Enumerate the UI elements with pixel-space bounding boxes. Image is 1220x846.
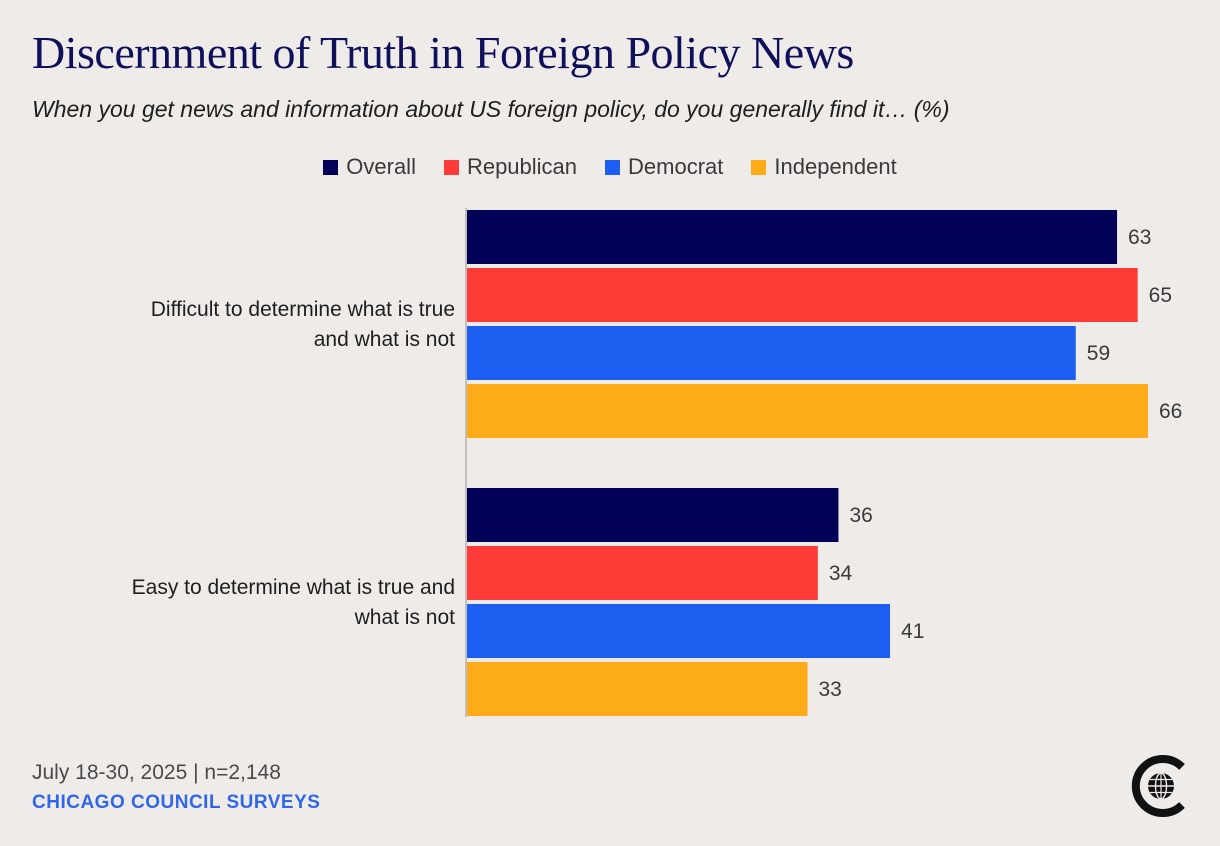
category-label: Difficult to determine what is true and w… [151,298,455,351]
data-label: 59 [1087,342,1110,365]
legend-label-democrat: Democrat [628,154,724,179]
legend-item-independent: Independent [751,154,897,180]
legend-label-republican: Republican [466,154,578,179]
chart-title: Discernment of Truth in Foreign Policy N… [32,27,854,78]
legend-swatch-overall [323,159,339,175]
bar-overall [467,488,839,542]
data-label: 34 [829,562,853,585]
footer-date: July 18-30, 2025 | n=2,148 [32,761,281,784]
chart-subtitle: When you get news and information about … [32,96,950,122]
legend: Overall Republican Democrat Independent [0,154,1220,180]
legend-swatch-democrat [605,159,621,175]
footer-source: CHICAGO COUNCIL SURVEYS [32,792,321,813]
data-label: 66 [1159,400,1182,423]
legend-swatch-republican [443,159,459,175]
legend-label-overall: Overall [346,154,416,179]
legend-swatch-independent [751,159,767,175]
legend-label-independent: Independent [774,154,897,179]
data-label: 36 [849,504,872,527]
bar-overall [467,210,1118,264]
bar-independent [467,384,1148,438]
category-label: Easy to determine what is true and what i… [132,576,456,629]
legend-item-republican: Republican [443,154,578,180]
bar-independent [467,662,808,716]
legend-item-democrat: Democrat [605,154,723,180]
bar-democrat [467,326,1076,380]
legend-item-overall: Overall [323,154,416,180]
data-label: 33 [819,678,842,701]
bar-republican [467,268,1138,322]
bar-republican [467,546,818,600]
data-label: 63 [1128,226,1151,249]
data-label: 41 [901,620,924,643]
globe-logo-icon [1131,755,1185,817]
data-label: 65 [1149,284,1172,307]
bar-democrat [467,604,891,658]
